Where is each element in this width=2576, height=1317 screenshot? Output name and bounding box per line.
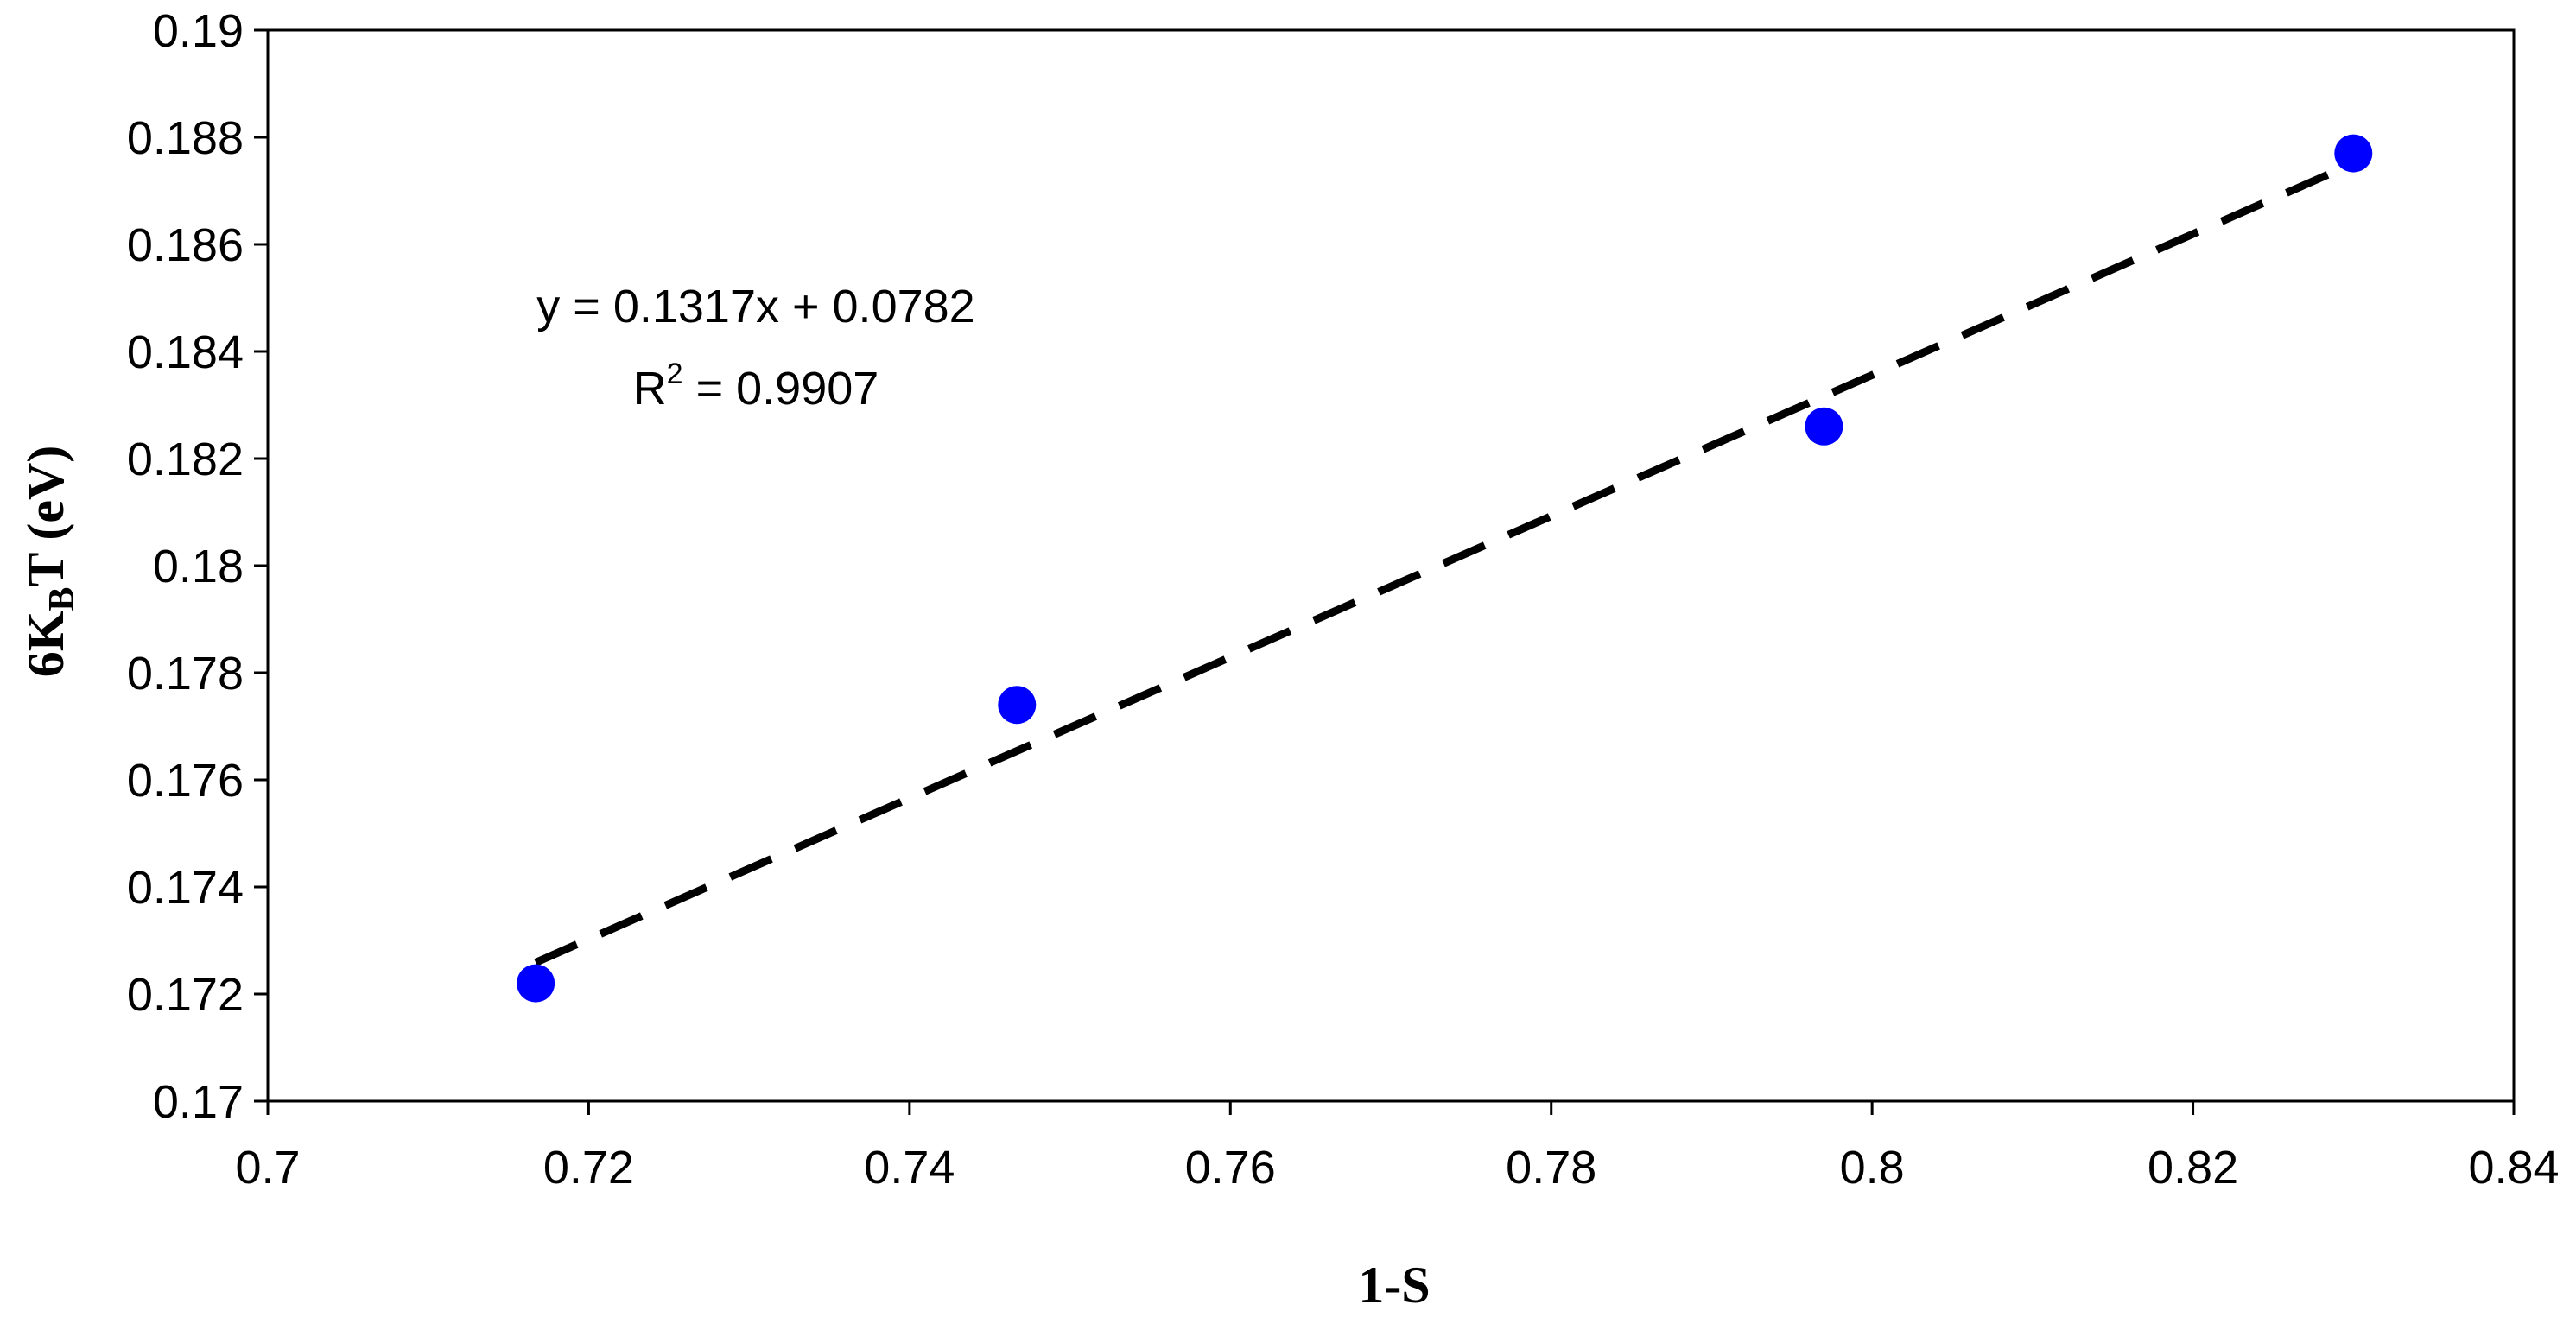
data-point <box>1805 407 1843 446</box>
trendline-equation: y = 0.1317x + 0.0782 <box>536 281 974 332</box>
y-tick-label: 0.174 <box>127 862 244 914</box>
r-squared-value: = 0.9907 <box>683 363 879 415</box>
y-axis-title-rest: T (eV) <box>17 446 74 587</box>
r-squared-prefix: R <box>633 363 667 415</box>
x-tick-label: 0.74 <box>864 1142 955 1194</box>
y-tick-label: 0.186 <box>127 219 244 271</box>
r-squared-superscript: 2 <box>667 358 683 390</box>
data-point <box>2334 134 2373 173</box>
y-tick-label: 0.172 <box>127 969 244 1021</box>
data-point <box>998 686 1037 725</box>
data-point <box>517 964 555 1003</box>
y-axis-title-subscript: B <box>42 587 82 611</box>
x-tick-label: 0.84 <box>2468 1142 2559 1194</box>
y-tick-label: 0.18 <box>153 541 244 592</box>
y-tick-label: 0.19 <box>153 5 244 57</box>
x-axis-ticks: 0.7 0.72 0.74 0.76 0.78 0.8 0.82 0.84 <box>235 1101 2560 1194</box>
y-axis-ticks: 0.17 0.172 0.174 0.176 0.178 0.18 0.182 0.184 0.… <box>127 5 268 1128</box>
x-tick-label: 0.78 <box>1506 1142 1596 1194</box>
y-axis-title: 6KBT (eV) <box>17 446 82 678</box>
y-tick-label: 0.184 <box>127 326 244 378</box>
x-tick-label: 0.8 <box>1840 1142 1905 1194</box>
y-tick-label: 0.188 <box>127 112 244 164</box>
y-tick-label: 0.17 <box>153 1076 244 1128</box>
trendline-layer <box>534 160 2356 966</box>
x-axis-title: 1-S <box>1358 1257 1430 1314</box>
y-tick-label: 0.182 <box>127 434 244 485</box>
y-axis-title-main: 6K <box>17 611 74 677</box>
y-tick-label: 0.178 <box>127 648 244 700</box>
x-tick-label: 0.72 <box>543 1142 634 1194</box>
x-tick-label: 0.82 <box>2148 1142 2238 1194</box>
trendline <box>534 160 2356 966</box>
y-tick-label: 0.176 <box>127 755 244 807</box>
plot-area <box>266 28 2516 1103</box>
x-tick-label: 0.76 <box>1185 1142 1276 1194</box>
r-squared-label: R2 = 0.9907 <box>633 358 879 415</box>
plot-frame <box>266 28 2516 1103</box>
x-tick-label: 0.7 <box>235 1142 300 1194</box>
data-points-layer <box>517 134 2373 1003</box>
